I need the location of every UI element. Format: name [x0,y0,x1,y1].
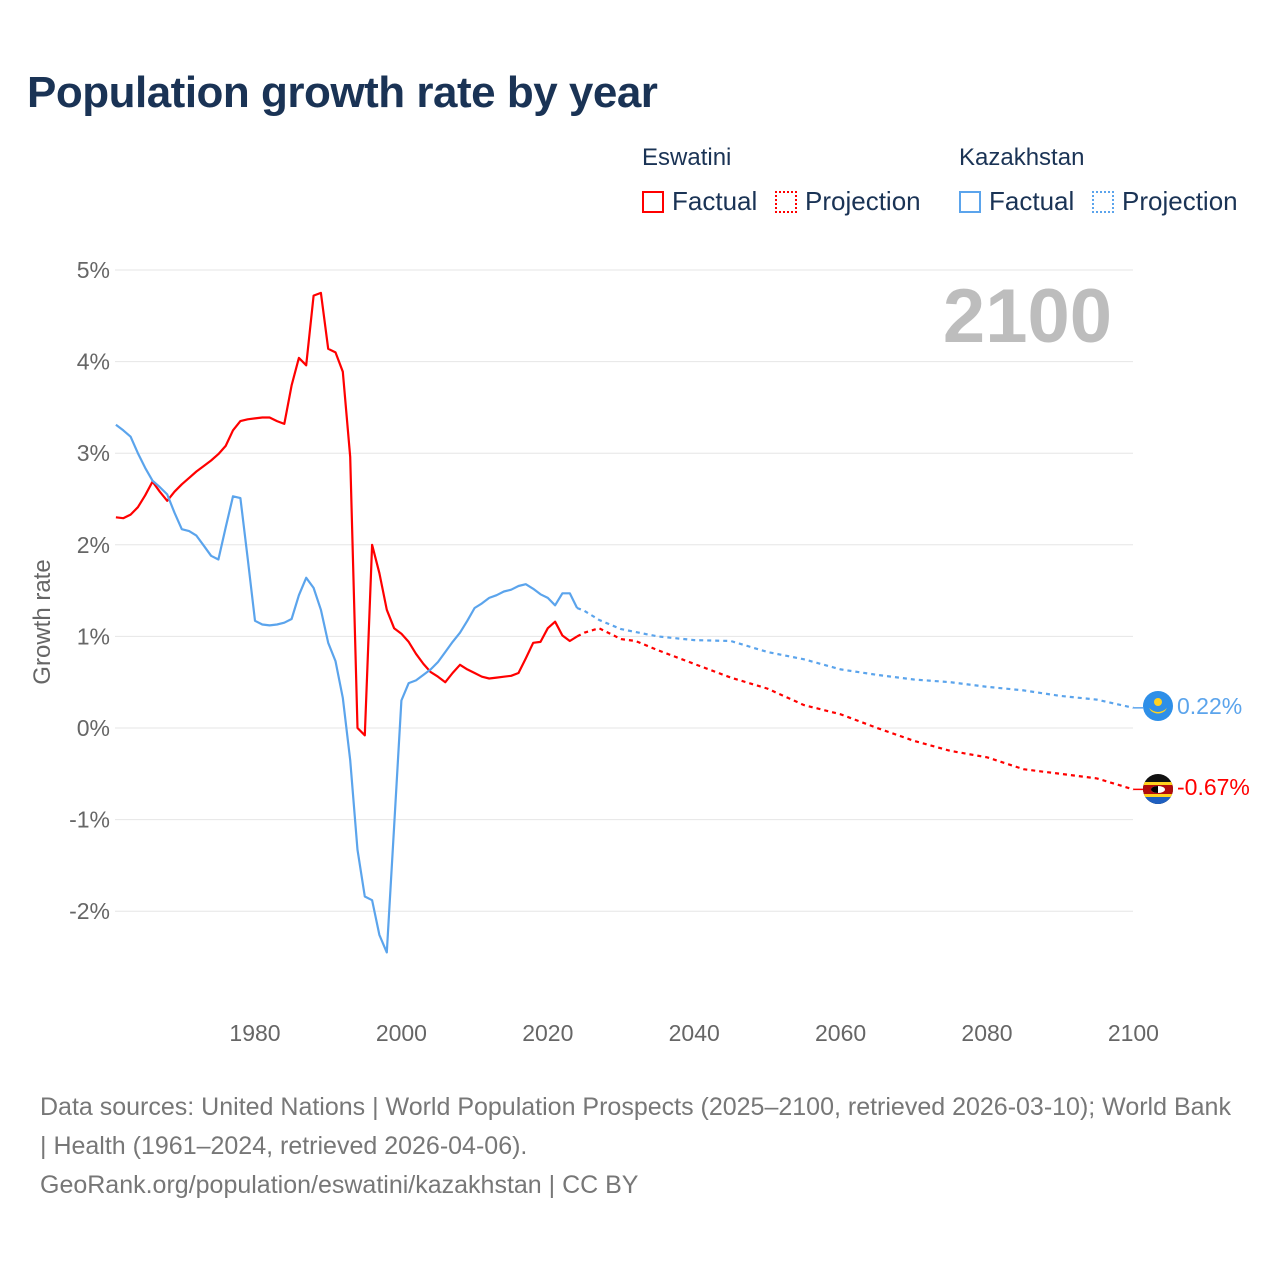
legend-kazakhstan-factual[interactable]: Factual [959,186,1074,217]
y-tick-label: 4% [77,349,110,375]
chart-title: Population growth rate by year [27,68,658,117]
legend-eswatini-factual[interactable]: Factual [642,186,757,217]
legend-eswatini-projection[interactable]: Projection [775,186,921,217]
eswatini-factual-line [115,291,578,737]
x-tick-label: 2100 [1108,1020,1159,1046]
x-tick-label: 2040 [669,1020,720,1046]
y-tick-label: 5% [77,257,110,283]
kazakhstan-projection-line [576,606,1134,709]
eswatini-end-label: -0.67% [1177,774,1250,800]
kazakhstan-flag-icon [1143,691,1173,721]
solid-swatch-icon [959,190,981,213]
x-tick-label: 2000 [376,1020,427,1046]
solid-swatch-icon [642,190,664,213]
footer: Data sources: United Nations | World Pop… [40,1088,1240,1205]
data-sources: Data sources: United Nations | World Pop… [40,1093,1231,1160]
y-axis-label: Growth rate [29,559,56,684]
credit-link[interactable]: GeoRank.org/population/eswatini/kazakhst… [40,1171,639,1199]
dotted-swatch-icon [1092,190,1114,213]
y-tick-label: -2% [69,898,110,924]
legend-eswatini-heading: Eswatini [642,144,732,171]
legend-label: Projection [1122,186,1238,216]
y-tick-label: -1% [69,807,110,833]
kazakhstan-factual-line [115,423,579,954]
year-display: 2100 [943,274,1112,359]
x-tick-label: 2060 [815,1020,866,1046]
y-tick-label: 2% [77,532,110,558]
legend-kazakhstan-projection[interactable]: Projection [1092,186,1238,217]
legend-kazakhstan-heading: Kazakhstan [959,144,1085,171]
y-tick-label: 3% [77,440,110,466]
legend-label: Factual [672,186,758,216]
x-tick-label: 2020 [522,1020,573,1046]
eswatini-flag-icon [1143,774,1173,804]
legend-label: Projection [805,186,921,216]
eswatini-projection-line [576,627,1134,791]
y-tick-label: 1% [77,623,110,649]
legend-label: Factual [989,186,1075,216]
dotted-swatch-icon [775,190,797,213]
x-tick-label: 1980 [229,1020,280,1046]
y-tick-label: 0% [77,715,110,741]
x-tick-label: 2080 [961,1020,1012,1046]
kazakhstan-end-label: 0.22% [1177,693,1242,719]
